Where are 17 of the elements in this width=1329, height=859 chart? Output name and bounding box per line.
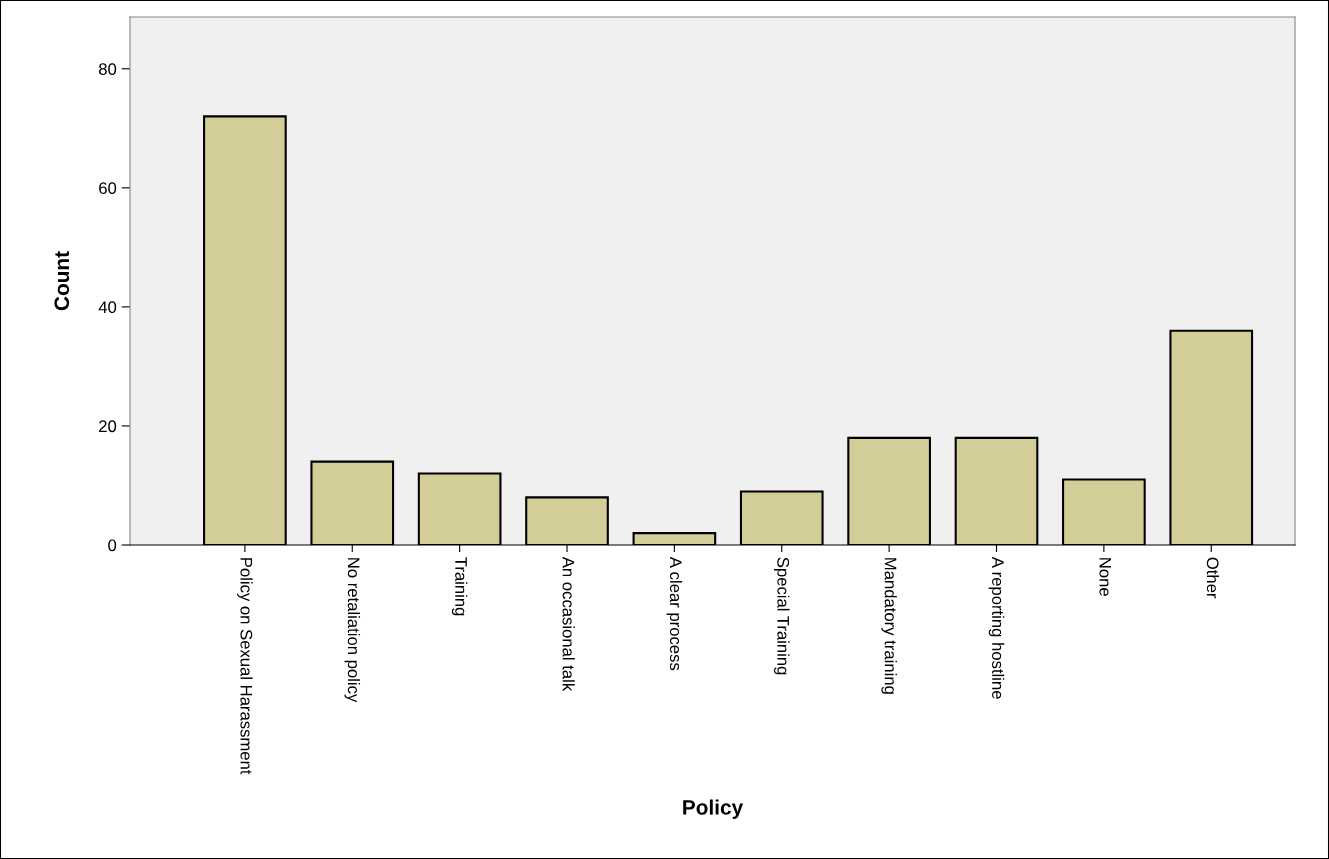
y-tick-label: 80 xyxy=(98,63,117,75)
y-tick-label: 40 xyxy=(98,301,117,314)
x-tick-label: Training xyxy=(451,557,468,616)
x-tick-label: A reporting hostline xyxy=(988,556,1005,699)
x-tick-label: A clear process xyxy=(666,556,683,671)
x-tick-label: None xyxy=(1099,558,1112,596)
x-tick-label: No retaliation policy xyxy=(344,558,361,703)
x-tick-label: Policy on Sexual Harassment xyxy=(237,558,253,775)
y-tick-label: 60 xyxy=(99,182,117,195)
y-tick-label: 0 xyxy=(108,539,117,552)
x-tick-label: Special Training xyxy=(773,557,790,675)
y-tick-label: 20 xyxy=(99,420,117,433)
x-axis-title: Policy xyxy=(683,799,744,819)
y-axis-title: Count xyxy=(54,251,70,311)
x-tick-label: Other xyxy=(1206,557,1220,599)
x-tick-label: An occasional talk xyxy=(562,556,575,692)
x-tick-label: Mandatory training xyxy=(881,558,897,694)
